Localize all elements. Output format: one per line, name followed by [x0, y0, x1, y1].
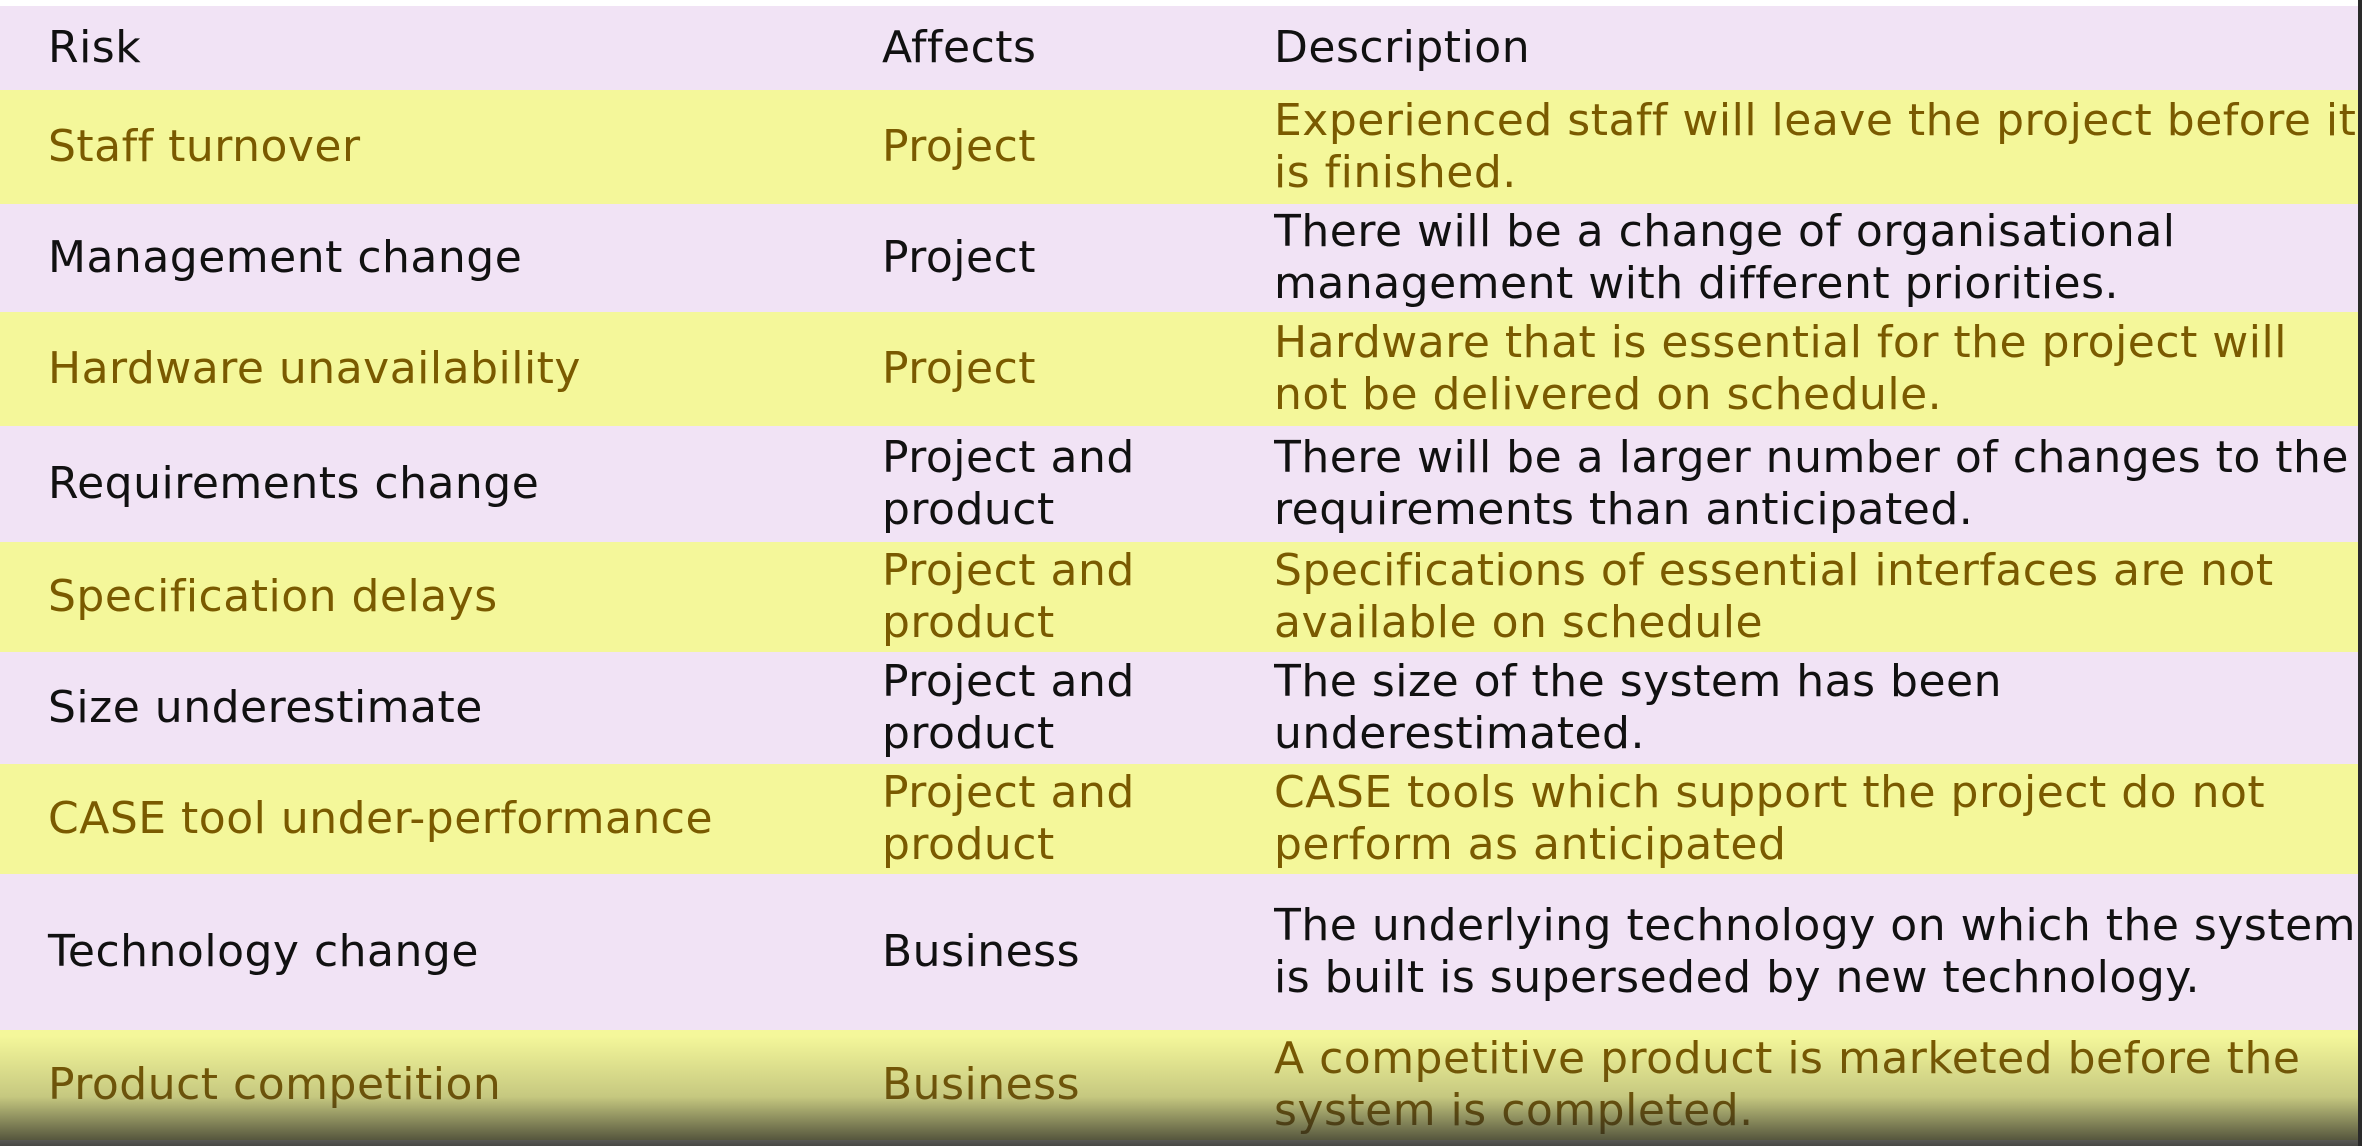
risk-cell: Technology change — [48, 926, 479, 977]
table-row: Technology change Business The underlyin… — [0, 874, 2362, 1030]
table-row: Size underestimate Project and product T… — [0, 652, 2362, 764]
description-cell: A competitive product is marketed before… — [1274, 1033, 2301, 1136]
table-row: Staff turnover Project Experienced staff… — [0, 90, 2362, 204]
affects-cell: Project and product — [882, 767, 1135, 870]
description-cell: The underlying technology on which the s… — [1274, 900, 2357, 1003]
affects-cell: Project — [882, 343, 1037, 394]
table-row: Hardware unavailability Project Hardware… — [0, 312, 2362, 426]
description-cell: There will be a larger number of changes… — [1274, 432, 2349, 535]
affects-cell: Business — [882, 1059, 1081, 1110]
affects-cell: Project and product — [882, 545, 1135, 648]
description-cell: Hardware that is essential for the proje… — [1274, 317, 2287, 420]
description-cell: Experienced staff will leave the project… — [1274, 95, 2357, 198]
risk-cell: Staff turnover — [48, 121, 361, 172]
table-row: Requirements change Project and product … — [0, 426, 2362, 542]
risk-cell: Hardware unavailability — [48, 343, 581, 394]
description-cell: CASE tools which support the project do … — [1274, 767, 2266, 870]
risk-cell: Product competition — [48, 1059, 502, 1110]
header-risk: Risk — [48, 22, 142, 73]
affects-cell: Project — [882, 121, 1037, 172]
table-header-row: Risk Affects Description — [0, 6, 2362, 90]
header-affects: Affects — [882, 22, 1037, 73]
risk-cell: CASE tool under-performance — [48, 793, 714, 844]
risk-cell: Size underestimate — [48, 682, 483, 733]
table-row: Product competition Business A competiti… — [0, 1030, 2362, 1140]
description-cell: Specifications of essential interfaces a… — [1274, 545, 2274, 648]
table-row: Management change Project There will be … — [0, 204, 2362, 312]
description-cell: The size of the system has been underest… — [1274, 656, 2002, 759]
affects-cell: Project — [882, 232, 1037, 283]
affects-cell: Project and product — [882, 656, 1135, 759]
affects-cell: Project and product — [882, 432, 1135, 535]
risk-cell: Management change — [48, 232, 523, 283]
risk-table: Risk Affects Description Staff turnover … — [0, 6, 2362, 1140]
header-description: Description — [1274, 22, 1531, 73]
description-cell: There will be a change of organisational… — [1274, 206, 2176, 309]
affects-cell: Business — [882, 926, 1081, 977]
table-row: Specification delays Project and product… — [0, 542, 2362, 652]
right-edge-border — [2358, 0, 2362, 1146]
risk-cell: Requirements change — [48, 458, 540, 509]
table-row: CASE tool under-performance Project and … — [0, 764, 2362, 874]
risk-cell: Specification delays — [48, 571, 498, 622]
